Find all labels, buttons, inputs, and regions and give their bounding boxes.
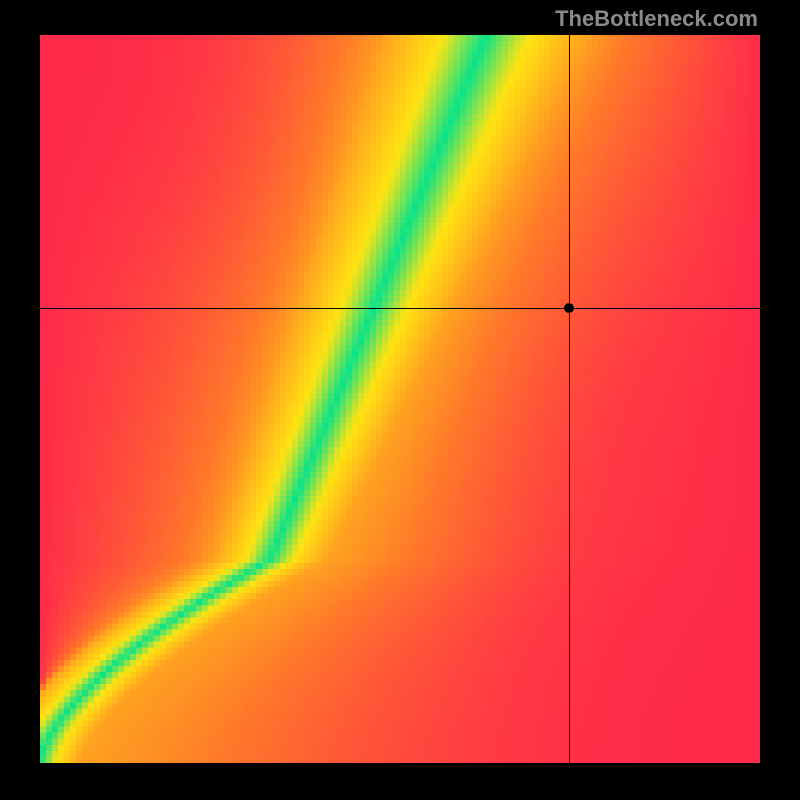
bottleneck-heatmap (40, 35, 760, 763)
watermark-text: TheBottleneck.com (555, 6, 758, 32)
crosshair-vertical (569, 35, 570, 763)
crosshair-horizontal (40, 308, 760, 309)
